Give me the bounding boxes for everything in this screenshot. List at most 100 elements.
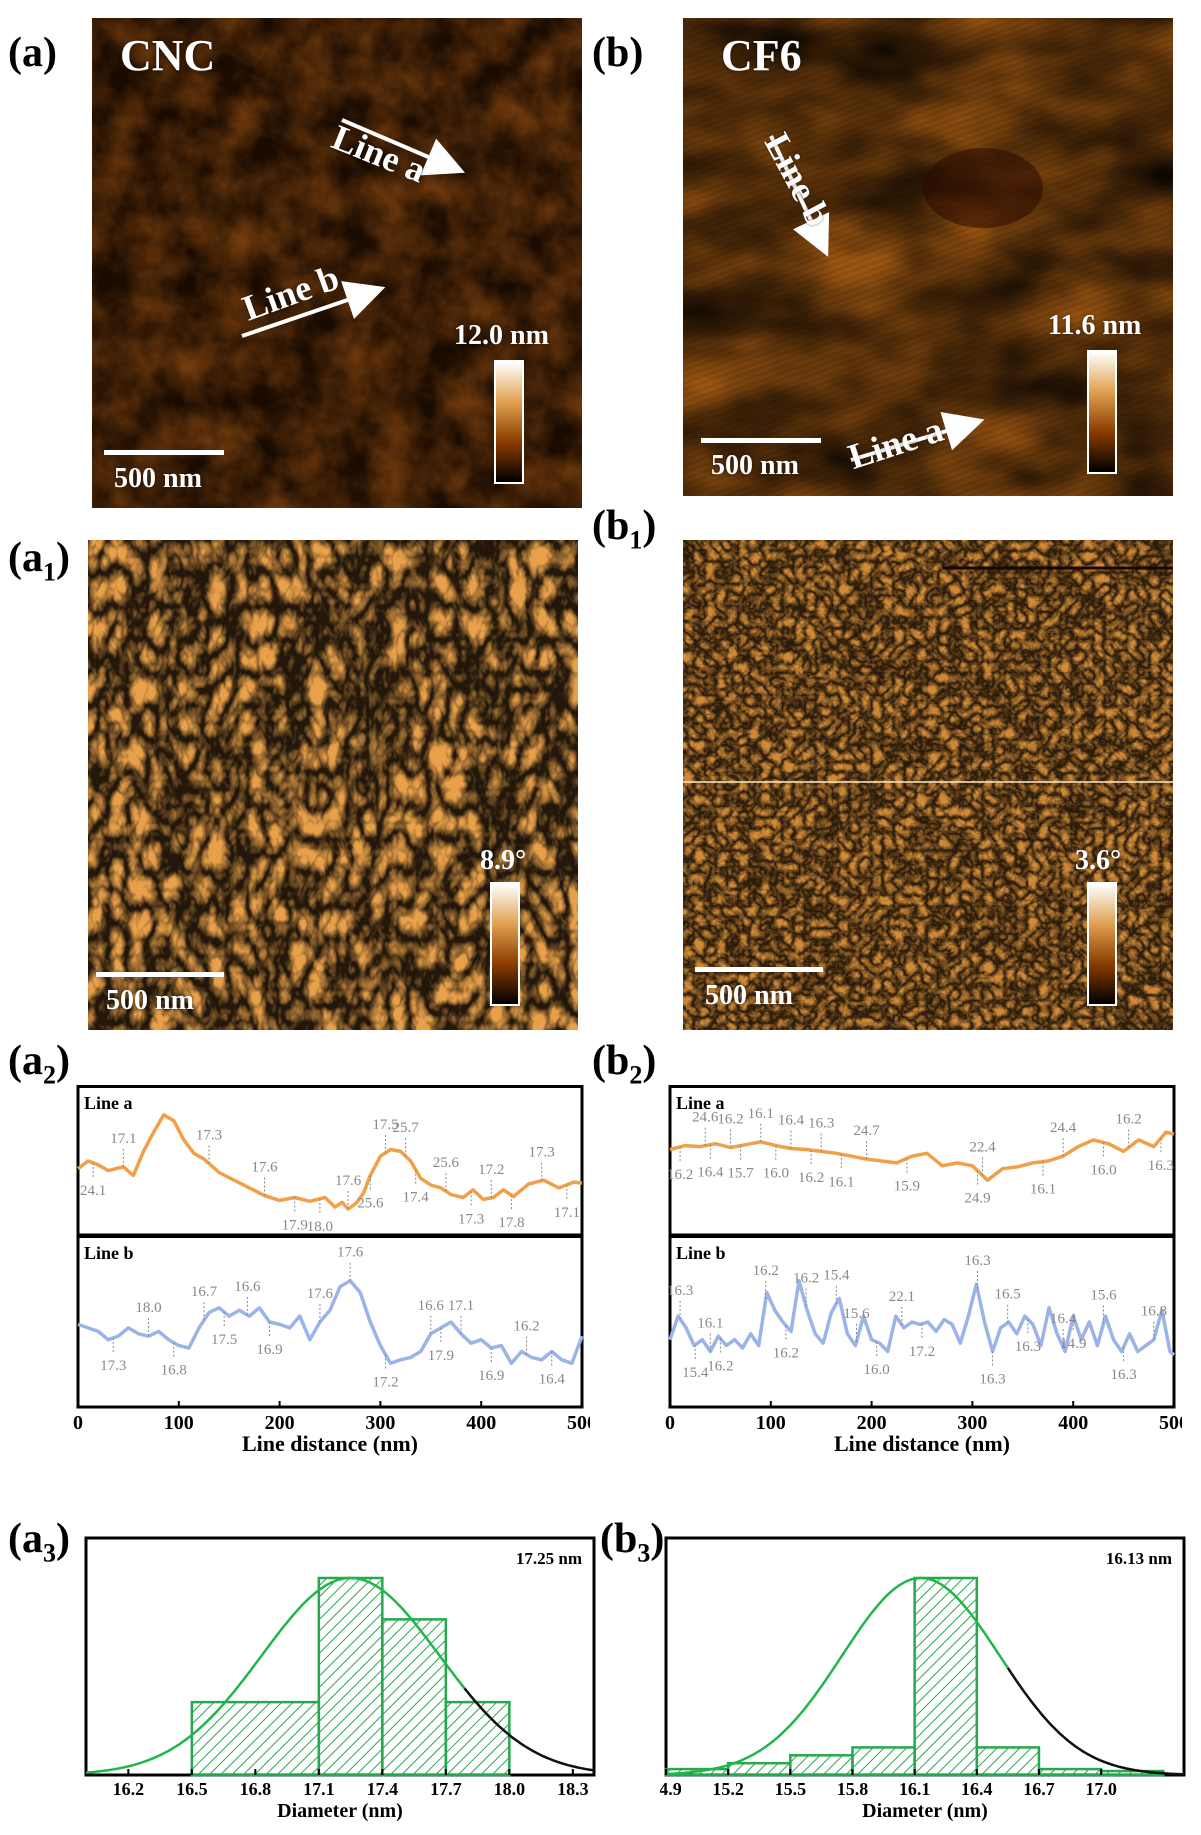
x-tick-label: 100 <box>164 1412 194 1434</box>
profile-annotation-label: 16.3 <box>1148 1158 1174 1174</box>
histogram-bar <box>726 1761 792 1777</box>
profile-annotation-label: 16.2 <box>707 1359 733 1375</box>
gaussian-fit-curve <box>665 1576 1009 1776</box>
profile-annotation-label: 17.3 <box>100 1358 126 1374</box>
profile-annotation-label: 16.6 <box>234 1279 261 1295</box>
x-tick-label: 14.9 <box>660 1779 682 1799</box>
x-tick-label: 15.5 <box>775 1779 807 1799</box>
x-tick-label: 400 <box>466 1412 496 1434</box>
scale-bar <box>695 967 823 972</box>
profile-annotation-label: 25.6 <box>357 1195 384 1211</box>
profile-annotation-label: 16.8 <box>1141 1304 1167 1320</box>
panel-label-a: (a) <box>8 30 57 76</box>
profile-title: Line a <box>676 1093 725 1113</box>
panel-label-b2-sub: 2 <box>629 1060 643 1090</box>
profile-annotation-label: 18.0 <box>307 1219 333 1235</box>
x-tick-label: 500 <box>1159 1412 1182 1434</box>
afm-texture <box>683 540 1173 1030</box>
profile-annotation-label: 24.9 <box>964 1191 990 1207</box>
profile-annotation-label: 17.6 <box>307 1286 334 1302</box>
profile-annotation-label: 16.0 <box>763 1166 789 1182</box>
profile-annotation-label: 15.6 <box>1090 1287 1117 1303</box>
histogram-bar <box>1037 1767 1103 1777</box>
x-tick-label: 500 <box>567 1412 590 1434</box>
profile-annotation-label: 24.1 <box>80 1183 106 1199</box>
x-tick-label: 300 <box>365 1412 395 1434</box>
profile-annotation-label: 16.2 <box>513 1318 539 1334</box>
x-tick-label: 0 <box>665 1412 675 1434</box>
x-tick-label: 15.8 <box>837 1779 869 1799</box>
sample-label-cf6: CF6 <box>721 31 802 80</box>
phase-colorbar <box>490 882 520 1006</box>
profile-annotation-label: 16.9 <box>256 1342 282 1358</box>
height-colorbar <box>494 360 524 484</box>
profile-annotation-label: 16.3 <box>808 1115 834 1131</box>
histogram-svg-cf6: 16.13 nm 14.9 15.2 15.5 15.8 16.1 16.4 16.7 17.0… <box>650 1536 1186 1822</box>
x-tick-label: 16.7 <box>1023 1779 1055 1799</box>
profile-annotation-label: 16.8 <box>161 1363 187 1379</box>
gaussian-fit-curve-tail <box>1006 1667 1185 1776</box>
line-arrows-b <box>769 135 985 462</box>
histogram-bar <box>317 1576 384 1777</box>
line-b-arrow <box>769 135 830 257</box>
profile-annotation-label: 17.1 <box>448 1298 474 1314</box>
x-tick-label: 300 <box>957 1412 987 1434</box>
afm-phase-image-cf6: 3.6° 500 nm <box>683 540 1173 1030</box>
scale-bar-label: 500 nm <box>106 985 194 1016</box>
panel-label-b2: (b2) <box>592 1040 656 1088</box>
histogram-bar <box>444 1700 511 1777</box>
x-tick-label: 16.8 <box>240 1779 271 1799</box>
profile-title: Line a <box>84 1093 133 1113</box>
profile-annotation-label: 16.4 <box>778 1113 805 1129</box>
panel-label-a3: (a3) <box>8 1518 70 1566</box>
profile-annotation-label: 16.2 <box>753 1263 779 1279</box>
scale-bar-label: 500 nm <box>711 450 799 481</box>
profile-annotation-label: 24.4 <box>1050 1120 1077 1136</box>
profile-annotation-label: 17.6 <box>335 1173 362 1189</box>
profile-annotation-label: 16.6 <box>418 1298 445 1314</box>
panel-label-a3-end: ) <box>56 1516 70 1562</box>
gaussian-fit-curve-tail <box>463 1687 595 1772</box>
profile-annotation-label: 16.2 <box>773 1346 799 1362</box>
x-tick-label: 16.1 <box>899 1779 931 1799</box>
profile-annotation-label: 17.4 <box>403 1190 430 1206</box>
profile-frame-2 <box>668 1235 1176 1409</box>
x-tick-label: 400 <box>1058 1412 1088 1434</box>
panel-label-b: (b) <box>592 30 644 76</box>
profile-annotation-label: 16.4 <box>1050 1311 1077 1327</box>
profile-title: Line b <box>676 1243 726 1263</box>
profile-annotation-label: 24.6 <box>692 1110 719 1126</box>
scale-bar <box>104 450 224 455</box>
histogram-bar <box>381 1618 448 1777</box>
x-tick-label: 16.4 <box>961 1779 993 1799</box>
panel-label-a3-sub: 3 <box>43 1538 56 1568</box>
panel-label-a1-end: ) <box>56 535 70 581</box>
phase-colorbar <box>1087 882 1117 1006</box>
profile-annotation-label: 17.3 <box>196 1128 222 1144</box>
profile-annotation-label: 15.4 <box>823 1268 850 1284</box>
panel-label-a2: (a2) <box>8 1040 70 1088</box>
profile-annotation-label: 16.4 <box>539 1372 566 1388</box>
scale-bar <box>701 438 821 443</box>
phase-scale-value: 3.6° <box>1075 845 1122 876</box>
line-profile-chart-cnc: Line a Line b 24.1 17.1 17.3 17.6 17.9 18.0 17.6… <box>70 1085 597 1510</box>
profile-series-line <box>669 1130 1175 1182</box>
x-tick-label: 17.7 <box>430 1779 462 1799</box>
panel-label-a2-main: (a <box>8 1038 43 1084</box>
x-axis-label: Line distance (nm) <box>834 1431 1010 1456</box>
profile-annotation-label: 17.9 <box>428 1348 454 1364</box>
histogram-svg-cnc: 17.25 nm 16.2 16.5 16.8 17.1 17.4 17.7 18.0 18.3… <box>84 1536 596 1822</box>
profile-annotation-label: 16.1 <box>828 1174 854 1190</box>
profile-annotation-label: 15.9 <box>894 1178 920 1194</box>
profile-annotation-label: 17.2 <box>478 1162 504 1178</box>
mean-diameter-label: 16.13 nm <box>1106 1549 1172 1568</box>
profile-annotation-label: 24.7 <box>853 1123 880 1139</box>
scale-bar-label: 500 nm <box>114 463 202 494</box>
panel-label-b3: (b3) <box>600 1518 664 1566</box>
afm-phase-image-cnc: 8.9° 500 nm <box>88 540 578 1030</box>
height-scale-value: 11.6 nm <box>1048 310 1142 341</box>
afm-height-image-cf6: CF6 Line b Line a 11.6 nm 500 nm <box>683 18 1173 496</box>
line-a-arrow <box>341 118 466 176</box>
